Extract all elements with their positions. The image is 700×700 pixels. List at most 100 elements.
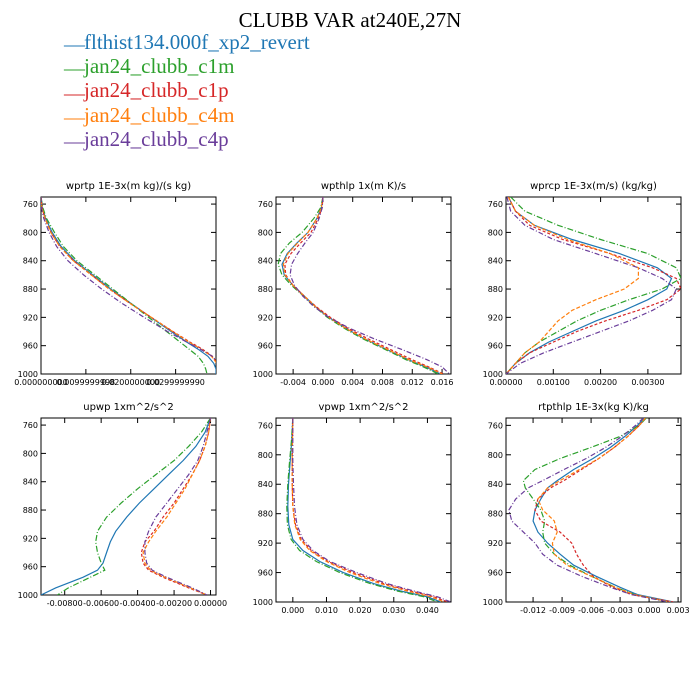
legend-label: jan24_clubb_c1m — [84, 54, 235, 79]
series-line — [506, 197, 681, 374]
legend: —flthist134.000f_xp2_revert —jan24_clubb… — [64, 31, 310, 152]
series-line — [41, 197, 216, 362]
y-tick-label: 840 — [23, 478, 38, 487]
y-tick-label: 1000 — [253, 370, 273, 379]
legend-item: —jan24_clubb_c4p — [64, 128, 310, 152]
x-tick-label: 0.00200 — [584, 378, 617, 387]
series-line — [506, 197, 681, 374]
y-tick-label: 760 — [488, 421, 503, 430]
series-line — [508, 418, 669, 602]
y-tick-label: 800 — [258, 451, 273, 460]
series-line — [534, 418, 674, 602]
series-line — [57, 418, 212, 595]
y-tick-label: 960 — [488, 342, 503, 351]
y-tick-label: 880 — [258, 510, 273, 519]
x-tick-label: 0.012 — [401, 378, 424, 387]
plot-frame — [505, 196, 682, 375]
series-group — [41, 418, 212, 595]
plot-frame — [40, 417, 217, 596]
plot-frame — [275, 417, 452, 603]
y-tick-label: 840 — [488, 257, 503, 266]
y-tick-label: 920 — [258, 313, 273, 322]
plot-frame — [275, 196, 452, 375]
series-line — [277, 197, 439, 374]
y-tick-label: 960 — [258, 569, 273, 578]
chart-title: wpthlp 1x(m K)/s — [321, 181, 406, 192]
y-tick-label: 800 — [488, 451, 503, 460]
y-tick-label: 760 — [23, 200, 38, 209]
series-line — [140, 418, 212, 595]
chart-panel: vpwp 1xm^2/s^2 760 800 840 880 920 960 1000 0.00… — [253, 402, 452, 615]
x-tick-label: -0.004 — [280, 378, 306, 387]
legend-item: —jan24_clubb_c1p — [64, 79, 310, 103]
y-tick-label: 1000 — [483, 598, 503, 607]
x-tick-label: -0.00200 — [156, 599, 192, 608]
y-tick-label: 840 — [258, 257, 273, 266]
chart-title: vpwp 1xm^2/s^2 — [318, 402, 408, 413]
x-tick-label: 0.000000000 — [14, 378, 67, 387]
series-group — [506, 197, 681, 374]
chart-panel: wpthlp 1x(m K)/s 760 800 840 880 920 960 1000 -0… — [253, 181, 454, 387]
y-tick-label: 1000 — [18, 591, 38, 600]
legend-item: —flthist134.000f_xp2_revert — [64, 31, 310, 55]
x-tick-label: 0.00100 — [537, 378, 570, 387]
series-group — [508, 418, 674, 602]
x-tick-label: 0.000 — [311, 378, 334, 387]
y-tick-label: 920 — [23, 534, 38, 543]
y-tick-label: 800 — [258, 228, 273, 237]
series-group — [41, 197, 216, 374]
series-line — [41, 197, 208, 374]
legend-item: —jan24_clubb_c4m — [64, 104, 310, 128]
y-tick-label: 800 — [23, 228, 38, 237]
y-tick-label: 840 — [23, 257, 38, 266]
y-tick-label: 760 — [258, 421, 273, 430]
y-tick-label: 880 — [258, 285, 273, 294]
chart-title: rtpthlp 1E-3x(kg K)/kg — [538, 402, 649, 413]
series-line — [292, 418, 451, 602]
legend-label: jan24_clubb_c4m — [84, 102, 235, 127]
plot-frame — [505, 417, 682, 603]
x-tick-label: -0.012 — [520, 606, 546, 615]
x-tick-label: 0.0099999998 — [57, 378, 116, 387]
x-tick-label: -0.00400 — [120, 599, 156, 608]
series-line — [291, 418, 448, 602]
y-tick-label: 1000 — [18, 370, 38, 379]
x-tick-label: 0.030 — [382, 606, 405, 615]
x-tick-label: 0.040 — [416, 606, 439, 615]
y-tick-label: 920 — [258, 539, 273, 548]
series-line — [286, 418, 438, 602]
y-tick-label: 960 — [258, 342, 273, 351]
legend-label: jan24_clubb_c1p — [84, 78, 229, 103]
x-tick-label: 0.0299999990 — [146, 378, 205, 387]
series-line — [142, 418, 212, 595]
x-tick-label: -0.009 — [549, 606, 575, 615]
series-line — [281, 197, 441, 374]
y-tick-label: 880 — [23, 506, 38, 515]
series-line — [291, 418, 445, 602]
chart-title: wprcp 1E-3x(m/s) (kg/kg) — [530, 181, 657, 192]
series-line — [537, 418, 671, 602]
y-tick-label: 760 — [23, 421, 38, 430]
series-line — [282, 197, 443, 374]
chart-panel: upwp 1xm^2/s^2 760 800 840 880 920 960 1000 -0.0… — [18, 402, 227, 608]
x-tick-label: 0.004 — [341, 378, 364, 387]
x-tick-label: 0.020 — [349, 606, 372, 615]
x-tick-label: 0.000 — [638, 606, 661, 615]
series-line — [287, 418, 442, 602]
legend-item: —jan24_clubb_c1m — [64, 55, 310, 79]
legend-label: flthist134.000f_xp2_revert — [84, 30, 310, 54]
y-tick-label: 1000 — [483, 370, 503, 379]
chart-panel: wprcp 1E-3x(m/s) (kg/kg) 760 800 840 880 920 9… — [483, 181, 682, 387]
y-tick-label: 960 — [23, 563, 38, 572]
x-tick-label: -0.003 — [607, 606, 633, 615]
x-tick-label: 0.016 — [431, 378, 454, 387]
y-tick-label: 920 — [488, 313, 503, 322]
series-line — [41, 197, 216, 364]
x-tick-label: 0.010 — [315, 606, 338, 615]
series-group — [286, 418, 451, 602]
x-tick-label: 0.00300 — [631, 378, 664, 387]
x-tick-label: 0.003 — [667, 606, 690, 615]
series-line — [41, 197, 216, 374]
y-tick-label: 880 — [488, 510, 503, 519]
